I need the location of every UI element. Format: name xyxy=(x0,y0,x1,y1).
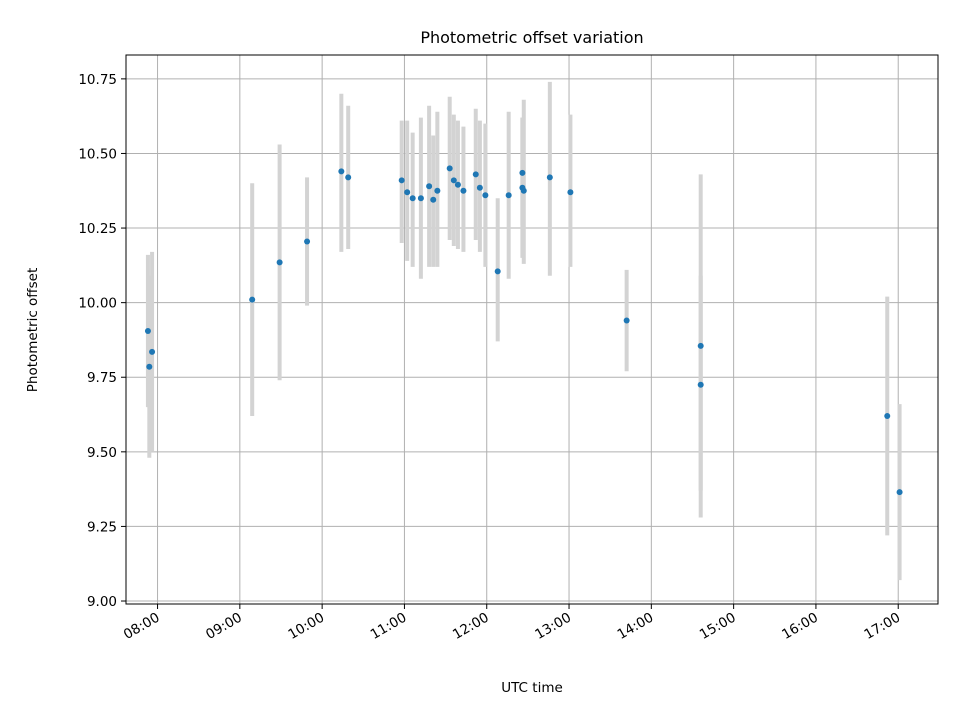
data-point xyxy=(426,183,433,190)
data-point xyxy=(434,187,441,194)
data-point xyxy=(276,259,283,266)
x-tick-label: 15:00 xyxy=(697,610,739,643)
x-tick-label: 17:00 xyxy=(862,610,904,643)
y-tick-label: 10.50 xyxy=(78,146,117,162)
data-point xyxy=(567,189,574,196)
data-point xyxy=(398,177,405,184)
data-point xyxy=(146,363,153,370)
y-tick-label: 9.00 xyxy=(87,594,117,610)
data-point xyxy=(546,174,553,181)
y-tick-label: 9.25 xyxy=(87,519,117,535)
y-axis-label: Photometric offset xyxy=(25,268,41,392)
data-point xyxy=(454,181,461,188)
grid xyxy=(126,55,938,604)
plot-area-frame xyxy=(125,54,939,605)
x-tick-label: 08:00 xyxy=(121,610,163,643)
data-point xyxy=(249,296,256,303)
data-point xyxy=(896,489,903,496)
x-axis: 08:00 09:00 10:00 11:00 12:00 13:00 14:00 15:00… xyxy=(121,604,903,643)
data-point xyxy=(417,195,424,202)
x-tick-label: 16:00 xyxy=(779,610,821,643)
y-tick-label: 9.50 xyxy=(87,445,117,461)
data-point xyxy=(144,327,151,334)
x-tick-label: 10:00 xyxy=(285,610,327,643)
x-tick-label: 09:00 xyxy=(203,610,245,643)
data-point xyxy=(430,196,437,203)
y-tick-label: 9.75 xyxy=(87,370,117,386)
data-point xyxy=(149,348,156,355)
chart-title: Photometric offset variation xyxy=(420,28,643,47)
x-axis-label: UTC time xyxy=(501,680,563,696)
data-point xyxy=(884,413,891,420)
data-point xyxy=(304,238,311,245)
data-point xyxy=(697,381,704,388)
data-point xyxy=(409,195,416,202)
data-point xyxy=(338,168,345,175)
y-axis: 9.00 9.25 9.50 9.75 10.00 10.25 10.50 10.75 xyxy=(78,72,126,610)
y-tick-label: 10.25 xyxy=(78,221,117,237)
data-point xyxy=(450,177,457,184)
x-tick-label: 14:00 xyxy=(615,610,657,643)
data-point xyxy=(472,171,479,178)
data-point xyxy=(623,317,630,324)
data-point xyxy=(697,342,704,349)
data-point xyxy=(345,174,352,181)
data-point xyxy=(446,165,453,172)
y-tick-label: 10.00 xyxy=(78,296,117,312)
data-point xyxy=(505,192,512,199)
x-tick-label: 12:00 xyxy=(450,610,492,643)
data-point xyxy=(520,187,527,194)
data-point xyxy=(519,169,526,176)
data-point xyxy=(404,189,411,196)
data-point xyxy=(494,268,501,275)
x-tick-label: 13:00 xyxy=(532,610,574,643)
y-tick-label: 10.75 xyxy=(78,72,117,88)
data-point xyxy=(460,187,467,194)
data-points xyxy=(144,165,903,496)
data-point xyxy=(476,184,483,191)
error-bars xyxy=(145,81,902,581)
x-tick-label: 11:00 xyxy=(368,610,410,643)
data-point xyxy=(482,192,489,199)
